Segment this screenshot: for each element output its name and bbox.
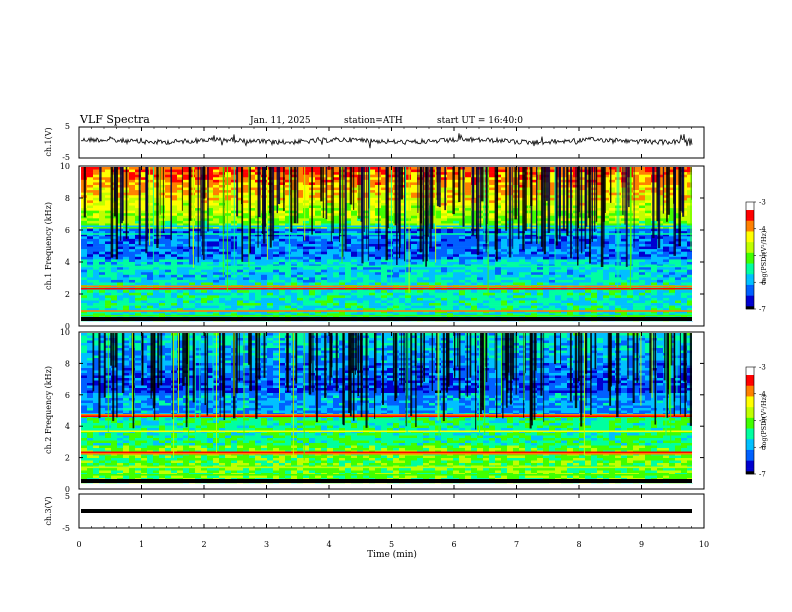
ch2-spectrogram-ytick: 6	[65, 391, 70, 400]
colorbar-tick-label: -4	[759, 390, 766, 398]
time-axis-tick-label: 6	[451, 540, 456, 549]
colorbar-tick-label: -6	[759, 279, 766, 287]
ch2-spectrogram-ytick: 10	[60, 328, 70, 337]
colorbar-tick-label: -4	[759, 225, 766, 233]
time-axis-label: Time (min)	[367, 549, 417, 560]
ch2-spectrogram-image	[81, 333, 703, 484]
ch1-colorbar: -3 -4 -5 -6 -7	[745, 199, 766, 314]
colorbar-tick-label: -5	[759, 252, 766, 260]
ch1-waveform-line	[80, 133, 693, 149]
ch3-waveform-panel: 5 -5 ch.3(V)	[44, 492, 705, 533]
ch2-spectrogram-ytick: 2	[65, 454, 70, 463]
ch1-ytick-bottom: -5	[62, 153, 70, 162]
ch1-spectrogram-ytick: 4	[65, 258, 70, 267]
time-axis-tick-label: 8	[576, 540, 581, 549]
time-axis-tick-label: 2	[201, 540, 206, 549]
ch1-spectrogram-ytick: 6	[65, 226, 70, 235]
ch1-ytick-top: 5	[65, 122, 70, 131]
time-axis-tick-label: 3	[264, 540, 269, 549]
time-axis-tick-label: 7	[514, 540, 519, 549]
ch2-spectrogram-panel: 0 2 4 6 8 10 ch.2 Frequency (kHz)	[44, 328, 705, 494]
colorbar-tick-label: -7	[759, 471, 766, 479]
time-axis-tick-label: 10	[699, 540, 709, 549]
ch1-waveform-panel: 5 -5 ch.1(V)	[44, 122, 705, 162]
ch2-spectrogram-ytick: 0	[65, 485, 70, 494]
time-axis-tick-label: 0	[76, 540, 81, 549]
ch1-spectrogram-ytick: 2	[65, 290, 70, 299]
ch1-spectrogram-ytick: 10	[60, 162, 70, 171]
ch1-spectrogram-ylabel: ch.1 Frequency (kHz)	[44, 202, 53, 290]
ch1-spectrogram-panel: 0 2 4 6 8 10 ch.1 Frequency (kHz)	[44, 162, 705, 331]
ch2-colorbar-label: log(PSD)(V²/Hz)	[760, 394, 768, 447]
colorbar-tick-label: -3	[759, 364, 766, 372]
time-axis-tick-label: 9	[639, 540, 644, 549]
time-axis: 0 1 2 3 4 5 6 7 8 9 10	[76, 127, 709, 549]
colorbar-tick-label: -6	[759, 444, 766, 452]
date-label: Jan. 11, 2025	[249, 116, 311, 126]
ch1-waveform-frame	[78, 126, 705, 159]
ch2-colorbar: -3 -4 -5 -6 -7	[745, 364, 766, 479]
ch2-spectrogram-ytick: 8	[65, 359, 70, 368]
ch1-spectrogram-image	[81, 167, 703, 322]
ch2-spectrogram-ylabel: ch.2 Frequency (kHz)	[44, 366, 53, 454]
ch3-ytick-bottom: -5	[62, 524, 70, 533]
ch3-waveform-line	[81, 509, 692, 513]
time-axis-tick-label: 4	[326, 540, 331, 549]
colorbar-tick-label: -7	[759, 306, 766, 314]
figure-title: VLF Spectra	[79, 113, 150, 126]
ch1-spectrogram-ytick: 0	[65, 322, 70, 331]
ch2-spectrogram-ytick: 4	[65, 422, 70, 431]
ch3-waveform-ylabel: ch.3(V)	[44, 496, 53, 525]
colorbar-tick-label: -5	[759, 417, 766, 425]
time-axis-tick-label: 5	[389, 540, 394, 549]
colorbar-tick-label: -3	[759, 199, 766, 207]
station-label: station=ATH	[344, 116, 403, 126]
ch1-colorbar-label: log(PSD)(V²/Hz)	[760, 230, 768, 283]
time-axis-tick-label: 1	[139, 540, 144, 549]
start-time-label: start UT = 16:40:0	[437, 116, 523, 126]
ch1-spectrogram-ytick: 8	[65, 194, 70, 203]
ch1-waveform-ylabel: ch.1(V)	[44, 127, 53, 156]
ch3-ytick-top: 5	[65, 492, 70, 501]
